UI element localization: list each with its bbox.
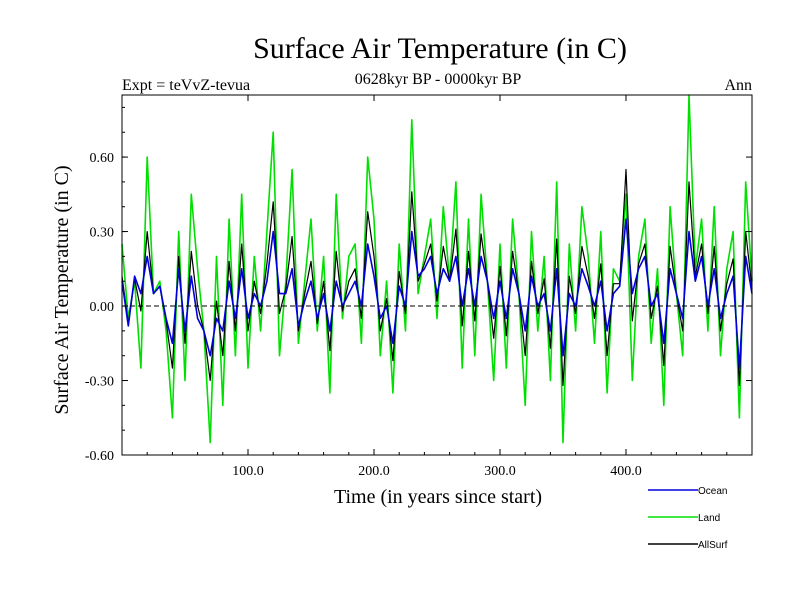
series-line-ocean	[121, 218, 753, 369]
x-axis: 100.0 200.0 300.0 400.0	[121, 95, 753, 479]
x-axis-label: Time (in years since start)	[334, 486, 542, 508]
y-tick-label: 0.30	[90, 226, 115, 241]
x-tick-label: 300.0	[484, 464, 516, 479]
legend-label-ocean: Ocean	[698, 486, 727, 497]
experiment-label: Expt = teVvZ-tevua	[122, 77, 250, 94]
x-tick-label: 400.0	[610, 464, 642, 479]
y-axis: -0.60 -0.30 0.00 0.30 0.60	[85, 106, 752, 464]
x-tick-label: 100.0	[232, 464, 264, 479]
y-tick-label: 0.60	[90, 151, 115, 166]
y-tick-label: -0.60	[85, 449, 114, 464]
y-tick-label: -0.30	[85, 375, 114, 390]
series-line-land	[121, 94, 753, 444]
x-tick-label: 200.0	[358, 464, 390, 479]
chart-title: Surface Air Temperature (in C)	[253, 32, 627, 65]
y-tick-label: 0.00	[90, 300, 115, 315]
legend-label-allsurf: AllSurf	[698, 540, 728, 551]
y-axis-label: Surface Air Temperature (in C)	[51, 165, 73, 414]
legend: Ocean Land AllSurf	[648, 486, 728, 551]
plot-frame	[121, 94, 753, 456]
chart-subtitle: 0628kyr BP - 0000kyr BP	[355, 71, 522, 88]
series-layer	[121, 94, 753, 444]
legend-label-land: Land	[698, 513, 720, 524]
season-label: Ann	[724, 77, 752, 94]
